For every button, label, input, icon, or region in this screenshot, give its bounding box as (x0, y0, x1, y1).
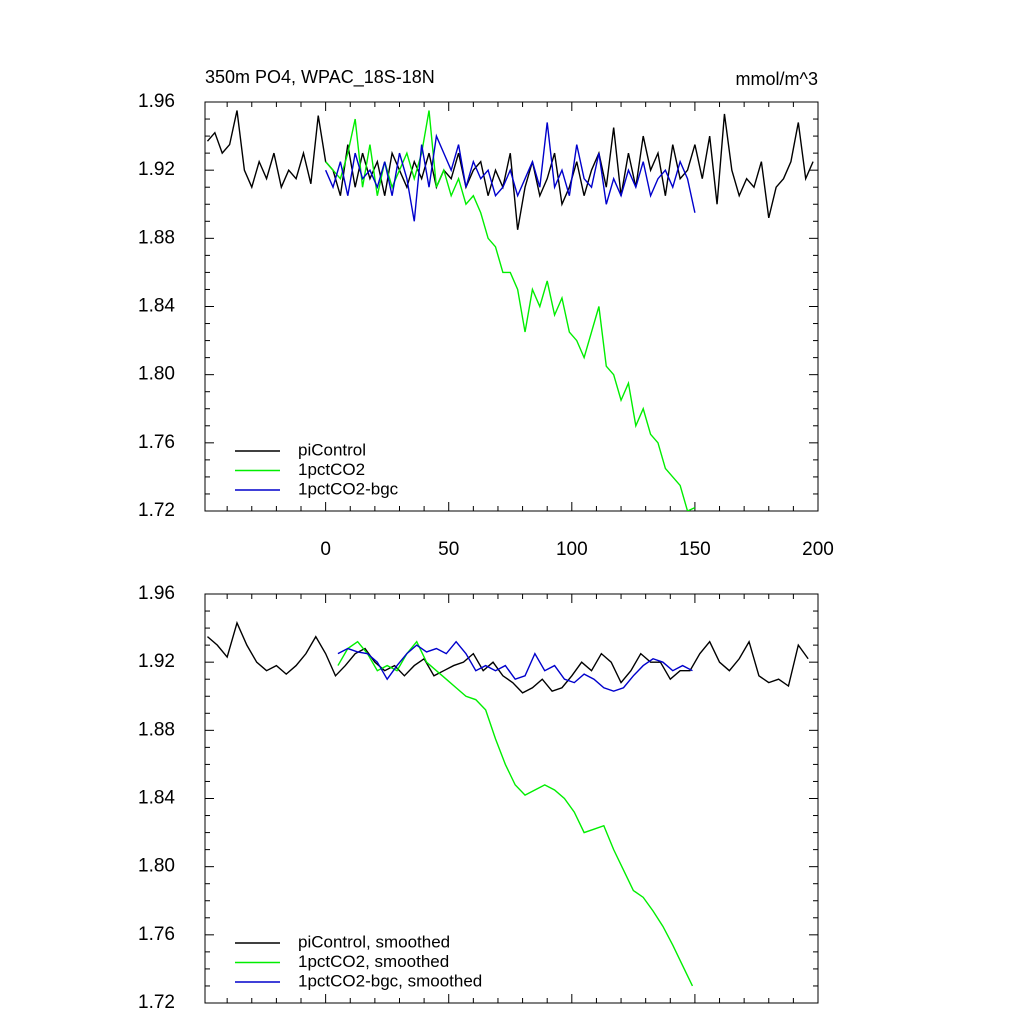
y-tick-label: 1.96 (138, 91, 175, 112)
series-line (206, 110, 814, 230)
x-tick-label: 200 (802, 539, 834, 560)
plot-frame (204, 593, 819, 1004)
x-tick-label: 100 (556, 539, 588, 560)
legend-label: 1pctCO2-bgc, smoothed (298, 971, 482, 990)
y-tick-label: 1.72 (138, 500, 175, 521)
y-tick-label: 1.76 (138, 924, 175, 945)
y-tick-label: 1.88 (138, 719, 175, 740)
series-line (337, 640, 693, 692)
y-tick-label: 1.92 (138, 651, 175, 672)
legend-label: 1pctCO2 (298, 460, 365, 479)
y-tick-label: 1.72 (138, 992, 175, 1013)
legend-label: 1pctCO2, smoothed (298, 952, 449, 971)
y-tick-label: 1.80 (138, 364, 175, 385)
x-tick-label: 150 (679, 539, 711, 560)
y-tick-label: 1.92 (138, 159, 175, 180)
plot-lines (207, 620, 809, 987)
legend-label: piControl, smoothed (298, 932, 450, 951)
legend-label: piControl (298, 440, 366, 459)
series-line (207, 620, 809, 694)
legend-label: 1pctCO2-bgc (298, 479, 399, 498)
chart-title: 350m PO4, WPAC_18S-18N (205, 67, 435, 88)
y-tick-label: 1.80 (138, 856, 175, 877)
x-tick-label: 50 (438, 539, 459, 560)
series-line (324, 122, 696, 222)
x-tick-label: 0 (320, 539, 331, 560)
units-label: mmol/m^3 (736, 69, 818, 89)
y-tick-label: 1.88 (138, 227, 175, 248)
y-tick-label: 1.76 (138, 432, 175, 453)
y-tick-label: 1.84 (138, 788, 175, 809)
plot-lines (206, 110, 814, 511)
y-tick-label: 1.96 (138, 583, 175, 604)
y-tick-label: 1.84 (138, 296, 175, 317)
series-line (337, 640, 694, 987)
